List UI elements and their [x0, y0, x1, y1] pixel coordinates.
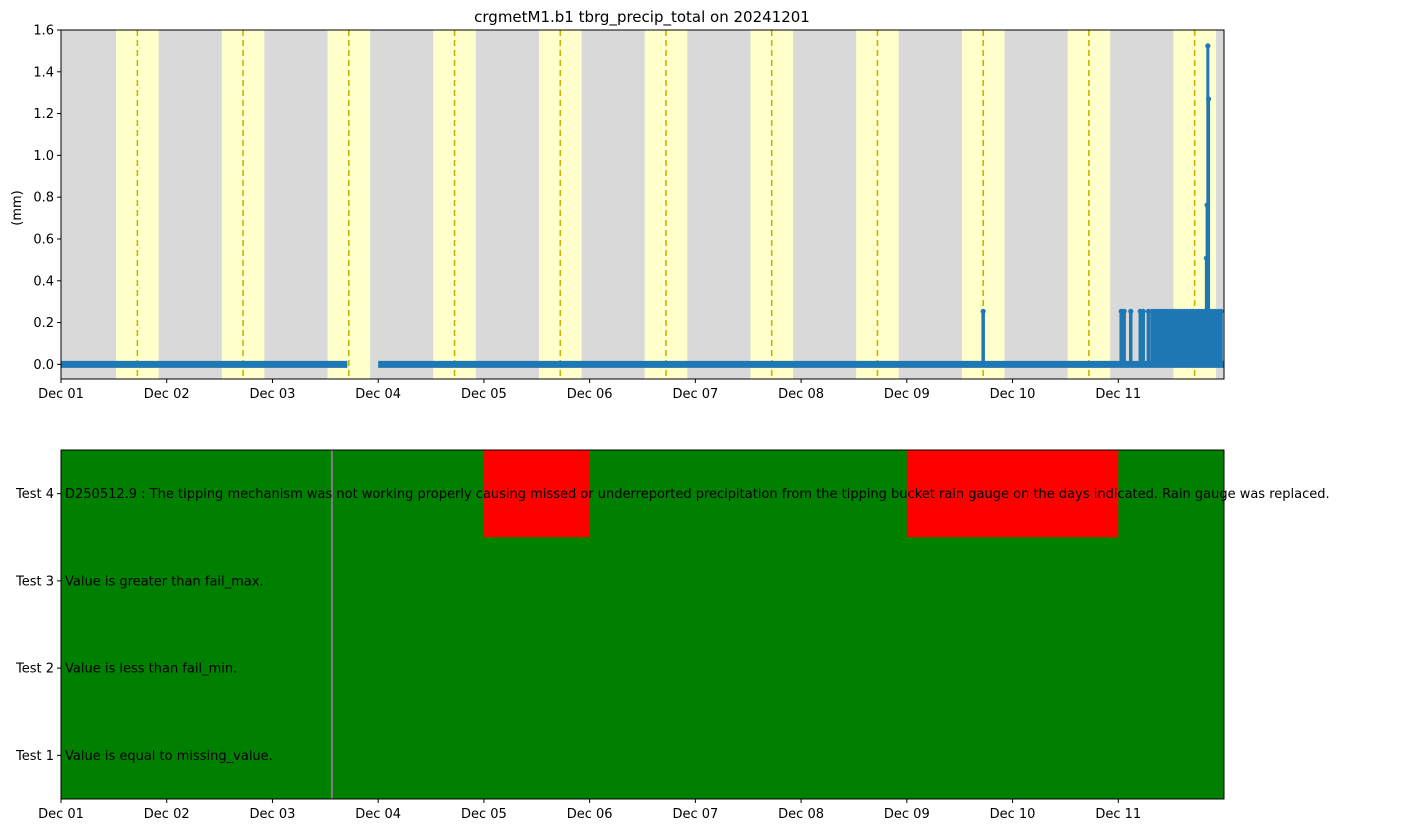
x-axis-ticks: Dec 01 Dec 02 Dec 03 Dec 04 Dec 05 Dec 06 Dec … [38, 379, 1141, 402]
qc-plot-frame [60, 449, 1225, 800]
precip-series [61, 43, 1224, 368]
qc-test-description: D250512.9 : The tipping mechanism was no… [65, 487, 1330, 502]
x-tick-label: Dec 10 [990, 807, 1036, 822]
qc-test-description: Value is less than fail_min. [65, 662, 237, 677]
qc-fail-intervals [483, 450, 1119, 538]
x-tick-label: Dec 01 [38, 807, 84, 822]
x-tick-label: Dec 03 [250, 387, 296, 402]
qc-row-ticks: Test 4 Test 3 Test 2 Test 1 [15, 487, 61, 764]
y-tick-label: 1.2 [33, 107, 54, 122]
x-tick-label: Dec 11 [1095, 807, 1141, 822]
data-point [1205, 43, 1211, 49]
y-tick-label: 1.6 [33, 24, 54, 39]
x-tick-label: Dec 01 [38, 387, 84, 402]
x-tick-label: Dec 02 [144, 807, 190, 822]
qc-fail-interval [906, 450, 1119, 538]
x-tick-label: Dec 10 [990, 387, 1036, 402]
data-point [1218, 308, 1224, 314]
y-axis-label: (mm) [10, 190, 25, 225]
x-tick-label: Dec 08 [778, 807, 824, 822]
y-tick-label: 0.8 [33, 191, 54, 206]
x-tick-label: Dec 03 [250, 807, 296, 822]
solar-noon-lines [136, 30, 1196, 379]
data-point [1140, 308, 1146, 314]
y-tick-label: 0.6 [33, 232, 54, 247]
qc-row-label: Test 2 [15, 662, 54, 677]
chart-title: crgmetM1.b1 tbrg_precip_total on 2024120… [474, 8, 810, 27]
qc-test-description: Value is equal to missing_value. [65, 749, 273, 764]
x-tick-label: Dec 11 [1095, 387, 1141, 402]
y-tick-label: 0.2 [33, 316, 54, 331]
y-tick-label: 0.0 [33, 358, 54, 373]
x-tick-label: Dec 06 [567, 807, 613, 822]
x-tick-label: Dec 04 [355, 807, 401, 822]
x-tick-label: Dec 07 [672, 807, 718, 822]
x-tick-label: Dec 07 [672, 387, 718, 402]
data-point [1205, 96, 1212, 102]
x-tick-label: Dec 09 [884, 387, 930, 402]
x-tick-label: Dec 05 [461, 807, 507, 822]
qc-row-label: Test 1 [15, 749, 54, 764]
qc-flags-panel: D250512.9 : The tipping mechanism was no… [15, 449, 1330, 822]
plot-frame [60, 29, 1225, 380]
qc-x-axis-ticks: Dec 01 Dec 02 Dec 03 Dec 04 Dec 05 Dec 06 Dec … [38, 799, 1141, 822]
y-tick-label: 1.4 [33, 65, 54, 80]
x-tick-label: Dec 06 [567, 387, 613, 402]
data-point [1145, 308, 1151, 314]
qc-test-descriptions: D250512.9 : The tipping mechanism was no… [65, 487, 1330, 764]
x-tick-label: Dec 02 [144, 387, 190, 402]
data-point [1206, 308, 1212, 314]
x-tick-label: Dec 08 [778, 387, 824, 402]
x-tick-label: Dec 04 [355, 387, 401, 402]
qc-fail-interval [483, 450, 590, 538]
y-axis-ticks: 0.0 0.2 0.4 0.6 0.8 1.0 1.2 1.4 1.6 [33, 24, 61, 373]
qc-row-label: Test 4 [15, 487, 54, 502]
qc-test-description: Value is greater than fail_max. [65, 574, 264, 589]
data-point [1128, 308, 1134, 314]
y-tick-label: 0.4 [33, 274, 54, 289]
y-tick-label: 1.0 [33, 149, 54, 164]
precip-timeseries-panel: crgmetM1.b1 tbrg_precip_total on 2024120… [10, 8, 1225, 402]
data-point [980, 308, 986, 314]
x-tick-label: Dec 05 [461, 387, 507, 402]
qc-row-label: Test 3 [15, 574, 54, 589]
data-point [1121, 308, 1127, 314]
x-tick-label: Dec 09 [884, 807, 930, 822]
